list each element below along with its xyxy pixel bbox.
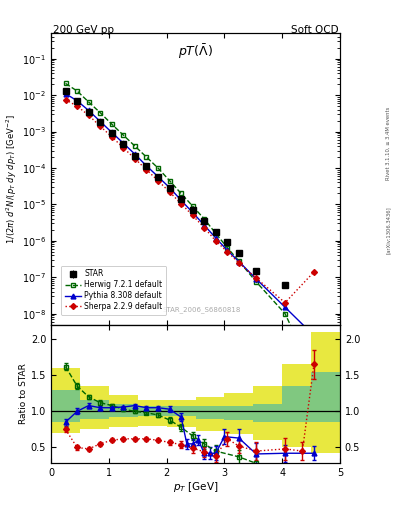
- Legend: STAR, Herwig 7.2.1 default, Pythia 8.308 default, Sherpa 2.2.9 default: STAR, Herwig 7.2.1 default, Pythia 8.308…: [61, 266, 167, 315]
- Herwig 7.2.1 default: [283, 311, 287, 317]
- Sherpa 2.2.9 default: [86, 112, 91, 118]
- Pythia 8.308 default: [98, 118, 103, 124]
- Herwig 7.2.1 default: [179, 190, 184, 197]
- Text: 200 GeV pp: 200 GeV pp: [53, 25, 114, 35]
- Pythia 8.308 default: [156, 174, 160, 180]
- Herwig 7.2.1 default: [98, 110, 103, 116]
- Herwig 7.2.1 default: [121, 132, 126, 138]
- Line: Pythia 8.308 default: Pythia 8.308 default: [63, 91, 316, 338]
- Herwig 7.2.1 default: [63, 80, 68, 87]
- Sherpa 2.2.9 default: [179, 201, 184, 207]
- Pythia 8.308 default: [63, 91, 68, 97]
- Herwig 7.2.1 default: [202, 216, 207, 222]
- Text: Rivet 3.1.10, ≥ 3.4M events: Rivet 3.1.10, ≥ 3.4M events: [386, 106, 391, 180]
- Herwig 7.2.1 default: [190, 203, 195, 209]
- Herwig 7.2.1 default: [156, 165, 160, 171]
- Sherpa 2.2.9 default: [225, 249, 230, 255]
- Pythia 8.308 default: [144, 163, 149, 169]
- X-axis label: $p_T$ [GeV]: $p_T$ [GeV]: [173, 480, 218, 494]
- Pythia 8.308 default: [86, 108, 91, 114]
- Herwig 7.2.1 default: [144, 154, 149, 160]
- Line: Herwig 7.2.1 default: Herwig 7.2.1 default: [63, 81, 316, 378]
- Pythia 8.308 default: [254, 276, 259, 282]
- Pythia 8.308 default: [283, 304, 287, 310]
- Sherpa 2.2.9 default: [283, 300, 287, 306]
- Pythia 8.308 default: [167, 184, 172, 190]
- Pythia 8.308 default: [237, 259, 241, 265]
- Text: $pT(\bar{\Lambda})$: $pT(\bar{\Lambda})$: [178, 42, 213, 60]
- Sherpa 2.2.9 default: [213, 238, 218, 244]
- Pythia 8.308 default: [121, 140, 126, 146]
- Herwig 7.2.1 default: [109, 121, 114, 127]
- Sherpa 2.2.9 default: [75, 103, 79, 109]
- Pythia 8.308 default: [312, 332, 316, 338]
- Text: Soft QCD: Soft QCD: [291, 25, 339, 35]
- Herwig 7.2.1 default: [312, 372, 316, 378]
- Sherpa 2.2.9 default: [237, 260, 241, 266]
- Herwig 7.2.1 default: [225, 245, 230, 251]
- Text: [arXiv:1306.3436]: [arXiv:1306.3436]: [386, 206, 391, 254]
- Y-axis label: Ratio to STAR: Ratio to STAR: [19, 364, 28, 424]
- Text: STAR_2006_S6860818: STAR_2006_S6860818: [162, 306, 241, 313]
- Sherpa 2.2.9 default: [254, 275, 259, 281]
- Sherpa 2.2.9 default: [312, 269, 316, 275]
- Pythia 8.308 default: [225, 247, 230, 253]
- Pythia 8.308 default: [179, 197, 184, 203]
- Line: Sherpa 2.2.9 default: Sherpa 2.2.9 default: [63, 98, 316, 305]
- Herwig 7.2.1 default: [132, 143, 137, 149]
- Herwig 7.2.1 default: [167, 178, 172, 184]
- Sherpa 2.2.9 default: [121, 145, 126, 151]
- Y-axis label: $1/(2\pi)\ d^2N/(p_T\ dy\ dp_T)\ [\mathrm{GeV}^{-2}]$: $1/(2\pi)\ d^2N/(p_T\ dy\ dp_T)\ [\mathr…: [5, 114, 19, 244]
- Sherpa 2.2.9 default: [190, 212, 195, 219]
- Sherpa 2.2.9 default: [109, 134, 114, 140]
- Pythia 8.308 default: [190, 209, 195, 216]
- Herwig 7.2.1 default: [75, 88, 79, 94]
- Herwig 7.2.1 default: [86, 99, 91, 105]
- Sherpa 2.2.9 default: [144, 166, 149, 173]
- Sherpa 2.2.9 default: [167, 189, 172, 195]
- Pythia 8.308 default: [213, 235, 218, 241]
- Sherpa 2.2.9 default: [156, 178, 160, 184]
- Herwig 7.2.1 default: [213, 230, 218, 237]
- Pythia 8.308 default: [75, 98, 79, 104]
- Sherpa 2.2.9 default: [202, 225, 207, 231]
- Sherpa 2.2.9 default: [132, 156, 137, 162]
- Pythia 8.308 default: [132, 151, 137, 157]
- Herwig 7.2.1 default: [254, 279, 259, 285]
- Sherpa 2.2.9 default: [63, 97, 68, 103]
- Pythia 8.308 default: [202, 222, 207, 228]
- Sherpa 2.2.9 default: [98, 123, 103, 130]
- Herwig 7.2.1 default: [237, 258, 241, 264]
- Pythia 8.308 default: [109, 130, 114, 136]
